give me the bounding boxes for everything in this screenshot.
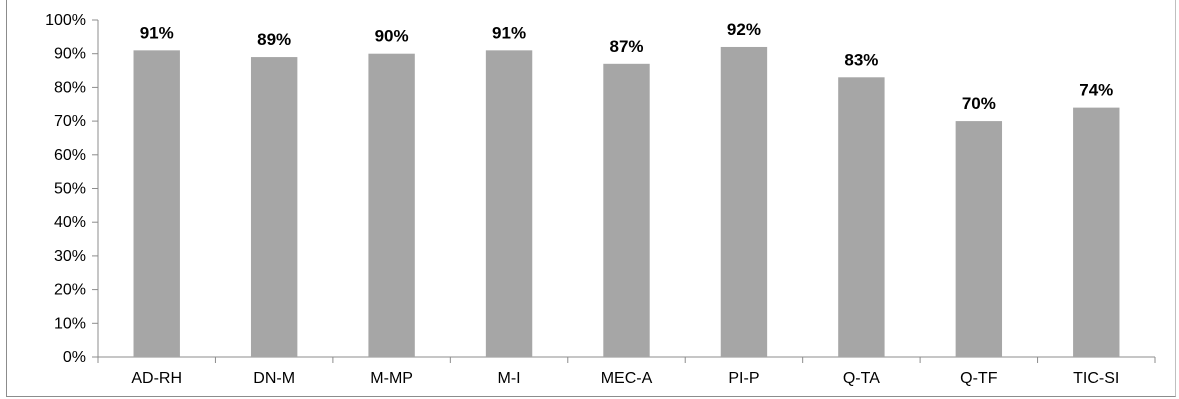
x-tick-label: Q-TF <box>960 370 998 387</box>
bar-q-ta <box>838 77 885 357</box>
bars <box>133 46 1120 358</box>
data-label: 87% <box>609 37 643 56</box>
y-tick-label: 10% <box>54 315 86 332</box>
data-label: 83% <box>844 50 878 69</box>
data-label: 92% <box>727 20 761 39</box>
y-tick-label: 100% <box>45 12 86 29</box>
x-tick-label: M-MP <box>370 370 413 387</box>
x-tick-label: M-I <box>498 370 521 387</box>
y-tick-label: 0% <box>63 349 86 366</box>
x-axis: AD-RH DN-M M-MP M-I MEC-A PI-P Q-TA Q-TF TIC-SI <box>97 356 1156 387</box>
x-tick-label: Q-TA <box>843 370 880 387</box>
y-tick-label: 70% <box>54 113 86 130</box>
bar-dn-m <box>250 57 298 357</box>
bar-q-tf <box>955 121 1003 357</box>
x-tick-label: AD-RH <box>131 370 182 387</box>
y-tick-label: 40% <box>54 214 86 231</box>
bar-mec-a <box>603 63 650 358</box>
y-tick-label: 90% <box>54 46 86 63</box>
bar-tic-si <box>1073 107 1120 358</box>
y-tick-label: 50% <box>54 181 86 198</box>
data-label: 89% <box>257 30 291 49</box>
data-label: 91% <box>492 23 526 42</box>
x-tick-label: PI-P <box>728 370 759 387</box>
data-label: 70% <box>962 94 996 113</box>
bar-pi-p <box>720 46 768 358</box>
y-tick-label: 60% <box>54 147 86 164</box>
data-label: 74% <box>1079 81 1113 100</box>
x-tick-label: TIC-SI <box>1073 370 1119 387</box>
x-tick-label: MEC-A <box>601 370 653 387</box>
data-labels: 91% 89% 90% 91% 87% 92% 83% 70% 74% <box>140 20 1114 113</box>
data-label: 91% <box>140 23 174 42</box>
bar-m-mp <box>368 53 415 357</box>
data-label: 90% <box>375 27 409 46</box>
bar-m-i <box>485 50 533 358</box>
y-tick-label: 80% <box>54 79 86 96</box>
y-axis: 0% 10% 20% 30% 40% 50% 60% 70% 80% 90% 100% <box>45 12 99 366</box>
bar-ad-rh <box>133 50 180 358</box>
x-tick-label: DN-M <box>253 370 295 387</box>
y-tick-label: 30% <box>54 248 86 265</box>
y-tick-label: 20% <box>54 282 86 299</box>
